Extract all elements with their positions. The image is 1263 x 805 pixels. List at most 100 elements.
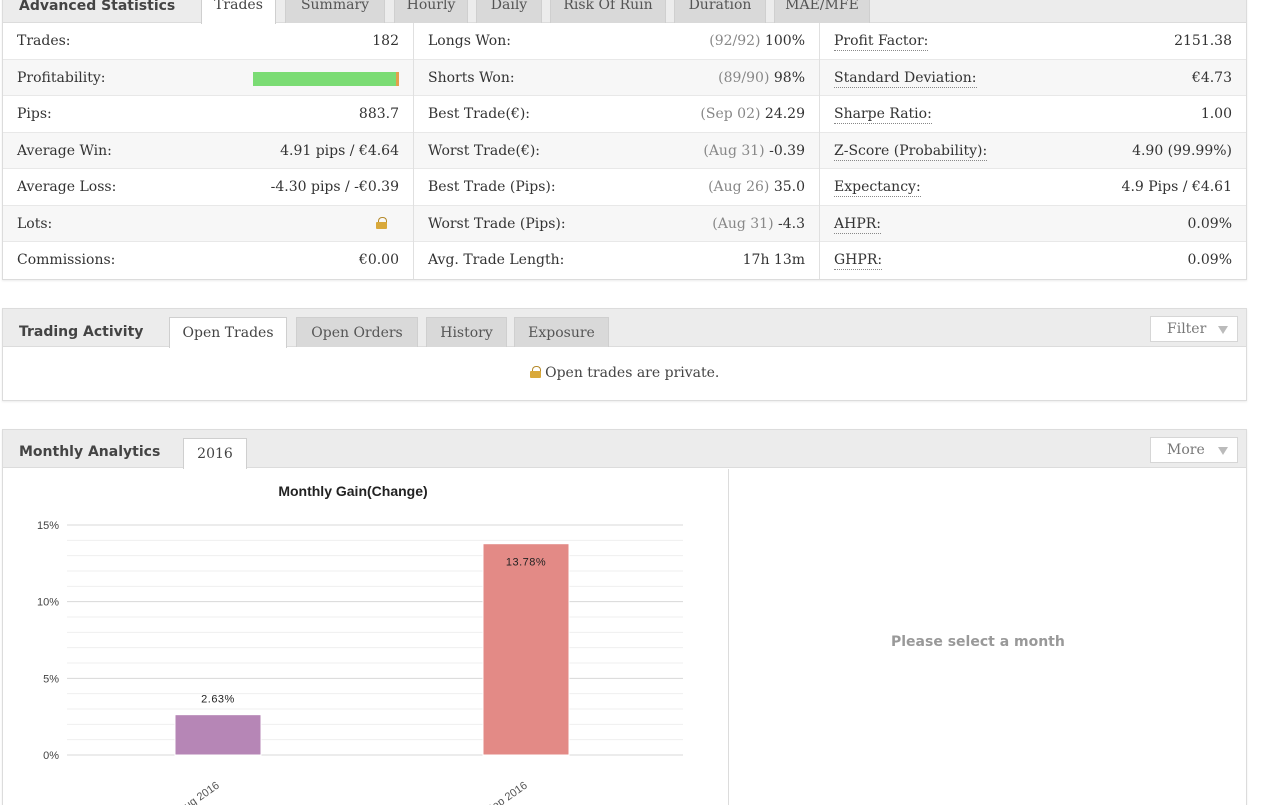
stat-value-main: 24.29 [764,106,805,122]
monthly-analytics-header: Monthly Analytics 2016 More [3,430,1246,469]
private-message-text: Open trades are private. [545,365,720,381]
filter-label: Filter [1167,321,1207,337]
stat-value: 2151.38 [1174,33,1232,49]
stat-row-commissions: Commissions: €0.00 [3,242,413,279]
stat-row-sharpe-ratio: Sharpe Ratio: 1.00 [820,96,1246,133]
stat-label: Average Loss: [17,179,117,195]
stat-row-average-win: Average Win: 4.91 pips / €4.64 [3,132,413,169]
profitability-bar [253,71,399,86]
tab-trades[interactable]: Trades [201,0,276,24]
caret-down-icon [1218,326,1228,334]
stat-label: Longs Won: [428,33,511,49]
stat-row-lots: Lots: [3,205,413,242]
stat-label: Profitability: [17,69,106,86]
stat-row-z-score: Z-Score (Probability): 4.90 (99.99%) [820,132,1246,169]
profitability-loss-segment [396,71,399,86]
tab-daily[interactable]: Daily [476,0,542,23]
tab-duration[interactable]: Duration [674,0,766,23]
stat-label: Avg. Trade Length: [428,252,565,268]
stat-value-muted: (Aug 31) [712,215,774,232]
trading-activity-title: Trading Activity [19,324,144,340]
stat-value: (92/92) 100% [709,23,805,59]
stat-row-average-loss: Average Loss: -4.30 pips / -€0.39 [3,169,413,206]
tab-year-2016[interactable]: 2016 [183,438,247,469]
stat-row-profit-factor: Profit Factor: 2151.38 [820,23,1246,60]
stat-label: Average Win: [17,142,112,159]
stat-label[interactable]: AHPR: [834,215,881,234]
tab-exposure[interactable]: Exposure [514,317,609,347]
x-tick-label: Aug 2016 [176,780,221,805]
monthly-gain-chart-svg: Monthly Gain(Change) 0% 5% 10% 15% 2.63% Aug 2… [37,483,683,805]
stat-value: (Aug 31) -4.3 [712,206,805,242]
stat-row-expectancy: Expectancy: 4.9 Pips / €4.61 [820,169,1246,206]
tab-open-trades[interactable]: Open Trades [169,317,287,348]
stat-label: Pips: [17,106,52,122]
advanced-statistics-header: Advanced Statistics Trades Summary Hourl… [3,0,1246,24]
y-tick-label: 15% [37,520,59,532]
stat-label: Lots: [17,215,53,232]
stat-row-best-trade-pips: Best Trade (Pips): (Aug 26) 35.0 [414,169,819,206]
stat-value: (Aug 31) -0.39 [703,133,805,169]
stat-value: 182 [372,33,399,49]
stat-value-main: 98% [773,69,805,86]
advanced-statistics-title: Advanced Statistics [19,0,176,14]
bar-sep-2016 [482,543,570,756]
filter-button[interactable]: Filter [1150,316,1238,342]
stat-label[interactable]: GHPR: [834,252,883,270]
stat-label: Commissions: [17,252,116,268]
stat-label[interactable]: Sharpe Ratio: [834,106,932,124]
trading-activity-header: Trading Activity Open Trades Open Orders… [3,309,1246,348]
stat-label[interactable]: Z-Score (Probability): [834,142,988,161]
stat-row-shorts-won: Shorts Won: (89/90) 98% [414,59,819,96]
stat-row-profitability: Profitability: [3,59,413,96]
more-button[interactable]: More [1150,437,1238,463]
stat-label: Worst Trade(€): [428,142,540,159]
stat-label[interactable]: Standard Deviation: [834,69,977,88]
stat-value-muted: (Aug 31) [703,142,765,159]
data-label: 13.78% [506,557,546,569]
stat-label: Trades: [17,33,71,49]
tab-mae-mfe[interactable]: MAE/MFE [774,0,870,23]
stat-row-best-trade-eur: Best Trade(€): (Sep 02) 24.29 [414,96,819,133]
chart-title: Monthly Gain(Change) [278,483,427,499]
stat-value: 17h 13m [742,252,805,268]
more-label: More [1167,442,1205,458]
tab-history[interactable]: History [426,317,507,347]
stat-label[interactable]: Profit Factor: [834,33,929,51]
stat-label: Best Trade (Pips): [428,179,556,195]
tab-hourly[interactable]: Hourly [394,0,468,23]
stat-label: Shorts Won: [428,69,515,86]
stats-column-3: Profit Factor: 2151.38 Standard Deviatio… [819,23,1246,279]
y-tick-label: 10% [37,597,59,609]
stat-value: €0.00 [358,252,399,268]
stats-column-1: Trades: 182 Profitability: Pips: 883.7 A… [3,23,413,279]
stat-label: Worst Trade (Pips): [428,215,566,232]
stat-value: €4.73 [1191,69,1232,86]
stat-label[interactable]: Expectancy: [834,179,921,197]
stat-value: -4.30 pips / -€0.39 [270,179,399,195]
stat-value-main: 100% [764,33,805,49]
stat-value: 4.90 (99.99%) [1132,142,1232,159]
stat-value: 0.09% [1187,252,1232,268]
stat-value-main: -0.39 [769,142,805,159]
tab-summary[interactable]: Summary [285,0,385,23]
trading-activity-panel: Trading Activity Open Trades Open Orders… [2,308,1247,401]
tab-risk-of-ruin[interactable]: Risk Of Ruin [550,0,666,23]
monthly-analytics-title: Monthly Analytics [19,444,161,460]
stat-row-worst-trade-eur: Worst Trade(€): (Aug 31) -0.39 [414,132,819,169]
tab-open-orders[interactable]: Open Orders [296,317,418,347]
x-tick-label: Sep 2016 [484,780,529,805]
stat-row-standard-deviation: Standard Deviation: €4.73 [820,59,1246,96]
select-month-message: Please select a month [891,634,1065,650]
stat-row-longs-won: Longs Won: (92/92) 100% [414,23,819,60]
stat-row-worst-trade-pips: Worst Trade (Pips): (Aug 31) -4.3 [414,205,819,242]
stat-value-muted: (92/92) [709,33,761,49]
stat-value: 4.91 pips / €4.64 [280,142,399,159]
monthly-analytics-panel: Monthly Analytics 2016 More Monthly Gain… [2,429,1247,805]
stat-value: (Aug 26) 35.0 [708,169,805,205]
stat-value: (89/90) 98% [718,60,805,96]
stat-label: Best Trade(€): [428,106,531,122]
stat-value-muted: (89/90) [718,69,770,86]
stat-row-ahpr: AHPR: 0.09% [820,205,1246,242]
stat-value-muted: (Sep 02) [700,106,761,122]
